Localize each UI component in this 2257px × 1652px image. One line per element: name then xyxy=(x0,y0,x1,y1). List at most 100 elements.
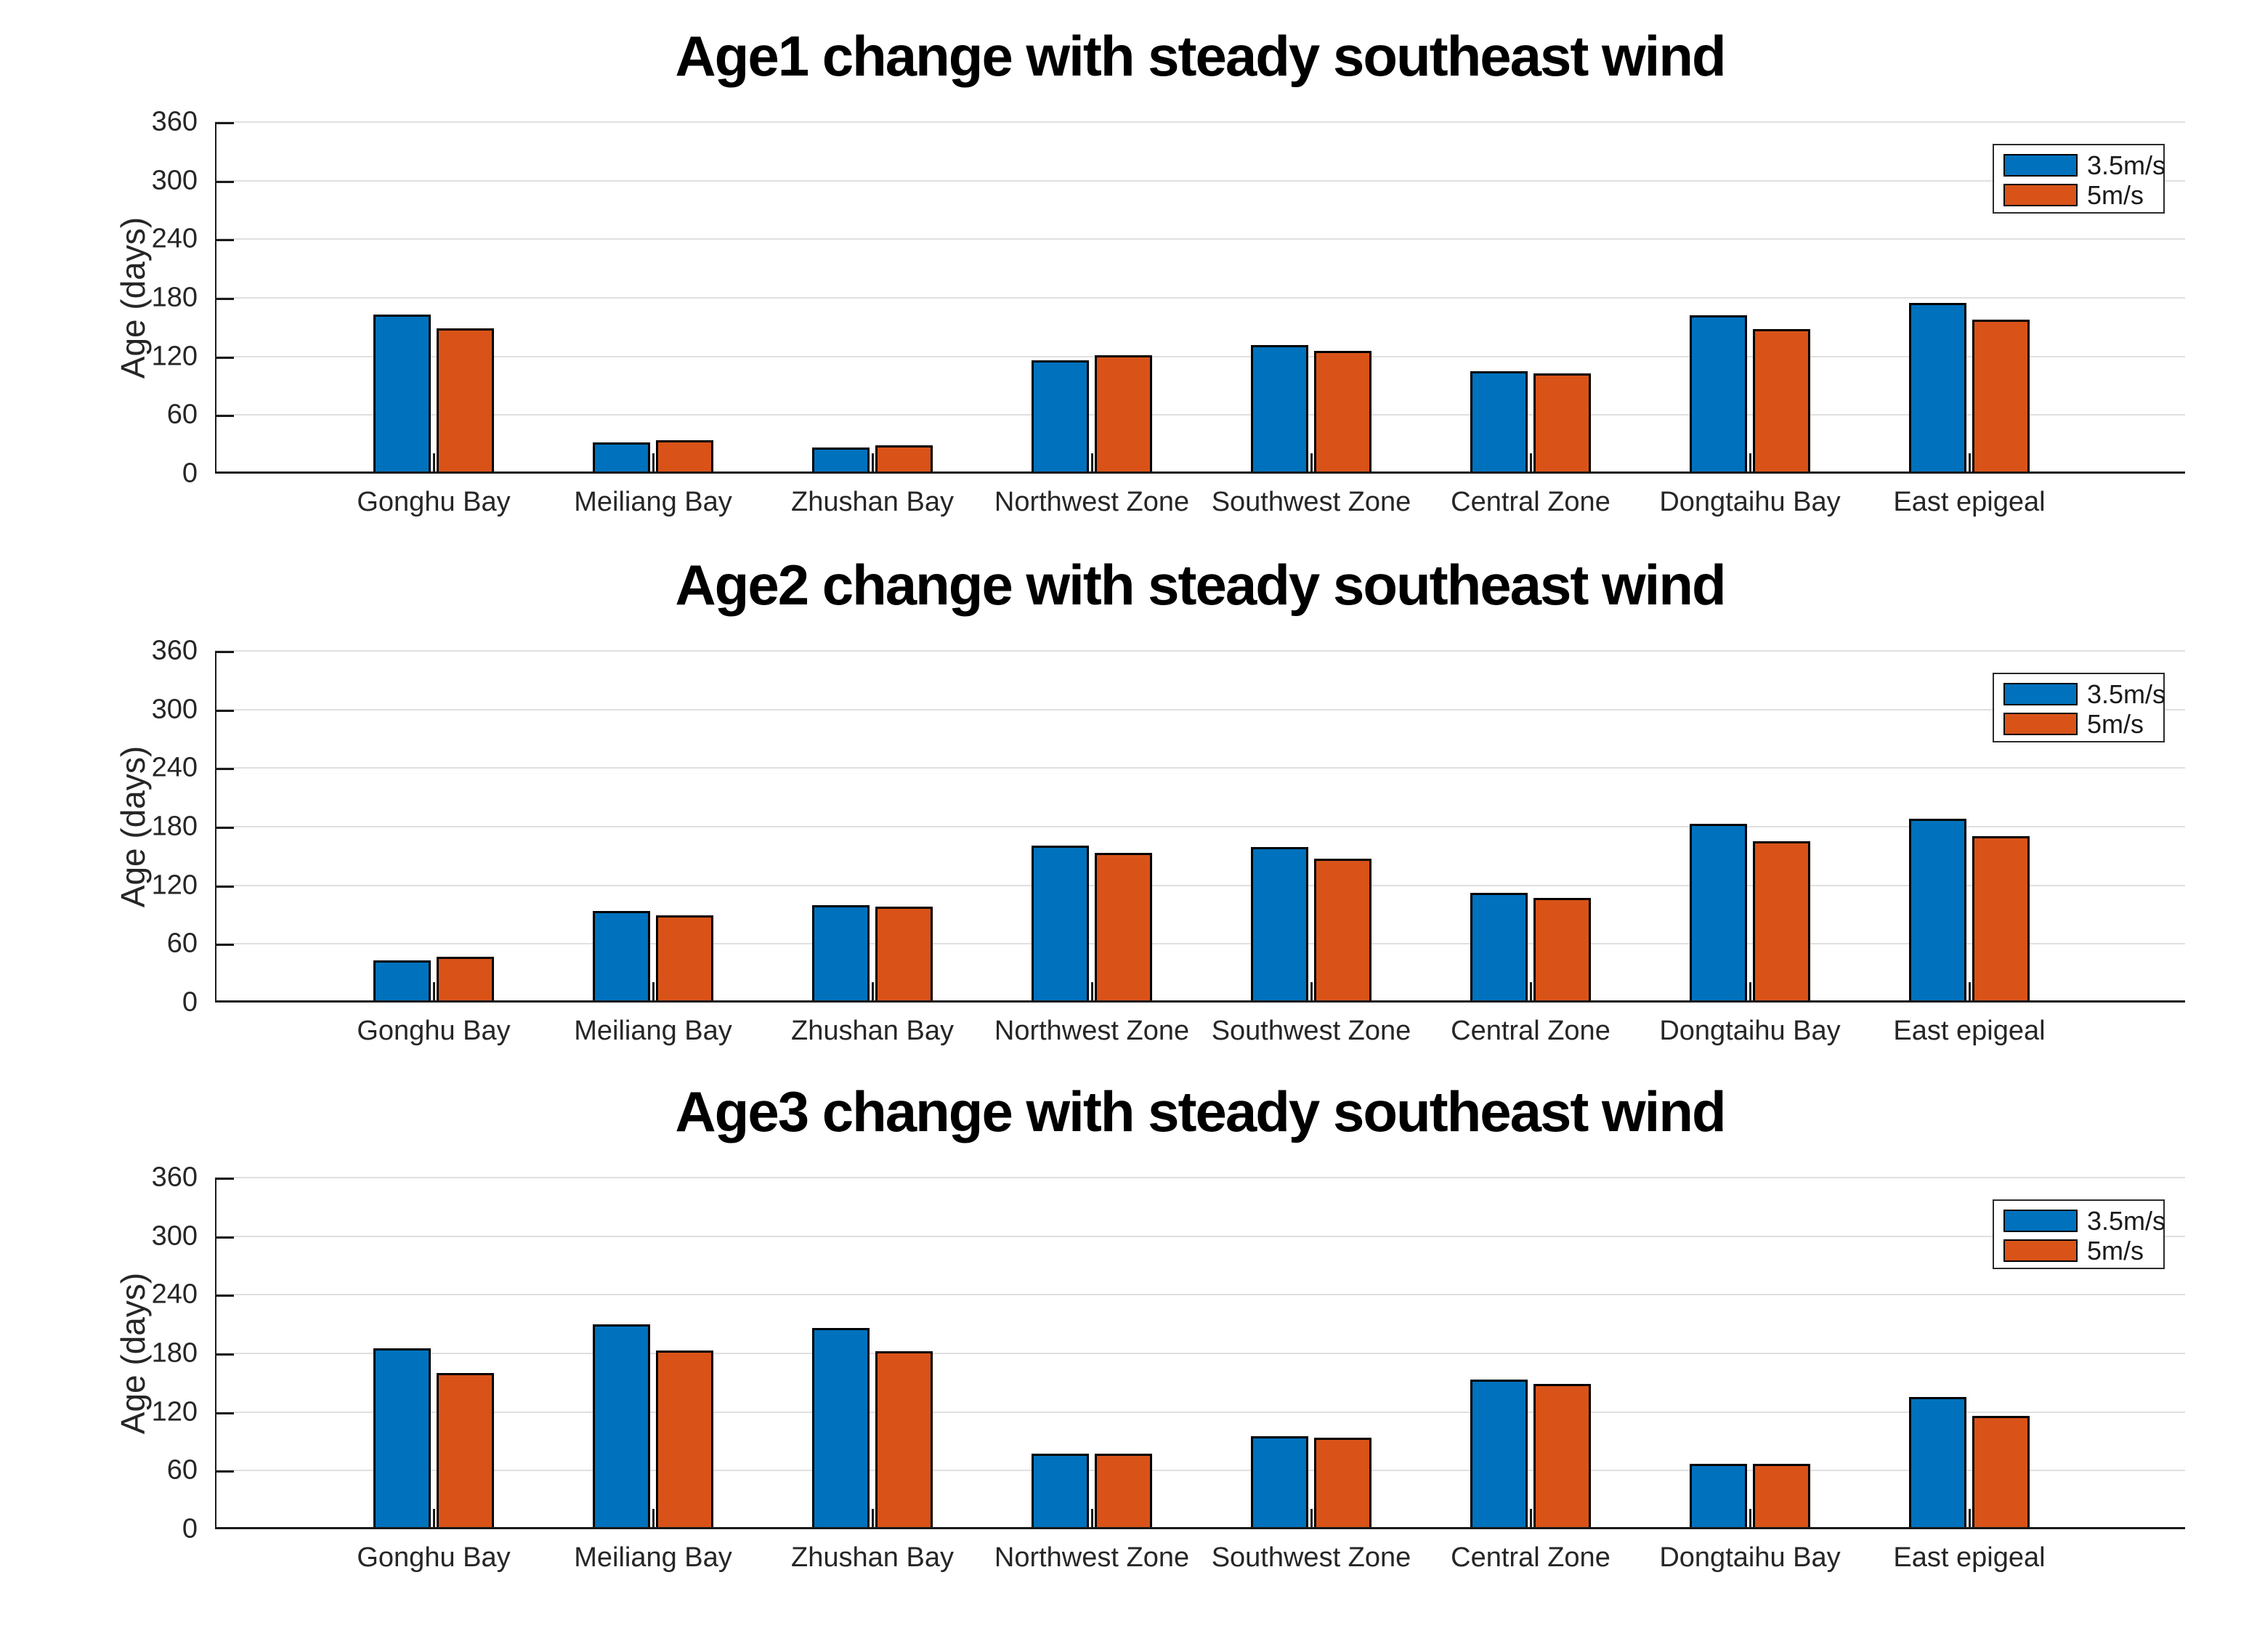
y-tick-label: 180 xyxy=(151,1337,198,1369)
gridline xyxy=(215,1294,2185,1296)
bar-5ms-dongtaihu-bay xyxy=(1753,841,1810,1003)
plot-area: 0 60 120 180 240 300 360 Gonghu Bay Meiliang Bay… xyxy=(152,636,2185,1046)
category-label: Zhushan Bay xyxy=(791,1542,954,1573)
legend-swatch-blue xyxy=(2003,683,2078,705)
bar-3.5ms-dongtaihu-bay xyxy=(1690,824,1747,1003)
x-axis-tick xyxy=(1749,1509,1751,1529)
x-axis-tick xyxy=(1969,453,1971,474)
category-label: Central Zone xyxy=(1451,487,1610,517)
y-tick-label: 0 xyxy=(182,987,198,1018)
gridline xyxy=(215,1353,2185,1354)
bar-5ms-central-zone xyxy=(1533,1384,1591,1529)
gridline xyxy=(215,826,2185,827)
bar-5ms-gonghu-bay xyxy=(437,328,494,474)
y-tick-label: 360 xyxy=(151,1162,198,1193)
y-axis-tick xyxy=(215,709,234,712)
x-axis-tick xyxy=(652,1509,655,1529)
legend-row: 3.5m/s xyxy=(2003,679,2166,709)
gridline xyxy=(215,1411,2185,1413)
category-label: Zhushan Bay xyxy=(791,487,954,517)
bar-5ms-central-zone xyxy=(1533,898,1591,1003)
y-tick-label: 120 xyxy=(151,1396,198,1428)
y-tick-label: 120 xyxy=(151,341,198,372)
x-axis-tick xyxy=(1310,982,1313,1003)
bar-3.5ms-northwest-zone xyxy=(1032,360,1089,474)
category-label: Southwest Zone xyxy=(1211,487,1411,517)
category-label: East epigeal xyxy=(1893,1016,2046,1046)
legend: 3.5m/s 5m/s xyxy=(1993,144,2165,214)
y-tick-label: 120 xyxy=(151,870,198,901)
bar-5ms-zhushan-bay xyxy=(875,1351,933,1529)
x-axis-tick xyxy=(433,1509,435,1529)
bar-5ms-east-epigeal xyxy=(1972,836,2030,1003)
y-axis-tick xyxy=(215,885,234,888)
x-axis-tick xyxy=(872,453,874,474)
x-axis-line xyxy=(215,1527,2185,1529)
category-label: Meiliang Bay xyxy=(574,1542,732,1573)
category-label: East epigeal xyxy=(1893,487,2046,517)
plot-area: 0 60 120 180 240 300 360 Gonghu Bay Meiliang Bay… xyxy=(152,1162,2185,1573)
x-axis-tick xyxy=(1091,1509,1093,1529)
y-tick-label: 300 xyxy=(151,694,198,725)
y-axis-tick xyxy=(215,1412,234,1414)
legend: 3.5m/s 5m/s xyxy=(1993,1199,2165,1269)
legend-swatch-blue xyxy=(2003,154,2078,177)
bar-3.5ms-gonghu-bay xyxy=(373,1348,431,1529)
y-axis-tick xyxy=(215,1470,234,1473)
bar-3.5ms-southwest-zone xyxy=(1251,345,1308,474)
x-axis-tick xyxy=(433,453,435,474)
y-axis-tick xyxy=(215,651,234,653)
category-label: Central Zone xyxy=(1451,1542,1610,1573)
y-axis-tick xyxy=(215,1295,234,1297)
bar-5ms-dongtaihu-bay xyxy=(1753,1464,1810,1529)
bar-3.5ms-meiliang-bay xyxy=(593,911,650,1003)
category-label: Zhushan Bay xyxy=(791,1016,954,1046)
x-axis-tick xyxy=(1091,982,1093,1003)
gridline xyxy=(215,297,2185,299)
gridline xyxy=(215,884,2185,886)
legend-label: 3.5m/s xyxy=(2087,1205,2166,1236)
category-label: Meiliang Bay xyxy=(574,1016,732,1046)
legend-label: 5m/s xyxy=(2087,179,2144,210)
gridline xyxy=(215,238,2185,240)
gridline xyxy=(215,121,2185,123)
bar-3.5ms-meiliang-bay xyxy=(593,1324,650,1529)
bar-3.5ms-meiliang-bay xyxy=(593,442,650,474)
bar-3.5ms-northwest-zone xyxy=(1032,846,1089,1003)
gridline xyxy=(215,1470,2185,1472)
bar-5ms-southwest-zone xyxy=(1314,859,1371,1003)
bar-3.5ms-southwest-zone xyxy=(1251,1436,1308,1529)
category-label: Northwest Zone xyxy=(994,1016,1190,1046)
y-axis-tick xyxy=(215,1236,234,1239)
bar-3.5ms-southwest-zone xyxy=(1251,847,1308,1003)
legend-row: 5m/s xyxy=(2003,709,2163,739)
legend-label: 3.5m/s xyxy=(2087,150,2166,180)
y-axis-line xyxy=(215,122,216,474)
x-axis-tick xyxy=(433,982,435,1003)
legend-label: 3.5m/s xyxy=(2087,679,2166,709)
y-axis-line xyxy=(215,1178,216,1529)
gridline xyxy=(215,943,2185,945)
y-axis-tick xyxy=(215,298,234,300)
category-label: Southwest Zone xyxy=(1211,1016,1411,1046)
plot-area: 0 60 120 180 240 300 360 Gonghu Bay Meiliang Bay… xyxy=(152,107,2185,517)
gridline xyxy=(215,767,2185,769)
bar-5ms-east-epigeal xyxy=(1972,320,2030,474)
legend-row: 5m/s xyxy=(2003,1236,2163,1266)
legend-label: 5m/s xyxy=(2087,1235,2144,1266)
x-axis-tick xyxy=(1749,453,1751,474)
category-label: Northwest Zone xyxy=(994,487,1190,517)
x-axis-line xyxy=(215,471,2185,474)
legend-row: 3.5m/s xyxy=(2003,150,2166,180)
gridline xyxy=(215,179,2185,182)
category-label: Dongtaihu Bay xyxy=(1659,1542,1841,1573)
bar-5ms-northwest-zone xyxy=(1095,853,1152,1003)
category-label: East epigeal xyxy=(1893,1542,2046,1573)
y-tick-label: 300 xyxy=(151,1220,198,1252)
y-tick-label: 240 xyxy=(151,1279,198,1310)
bar-3.5ms-gonghu-bay xyxy=(373,960,431,1003)
bar-5ms-gonghu-bay xyxy=(437,957,494,1003)
y-axis-tick xyxy=(215,415,234,418)
y-tick-label: 300 xyxy=(151,165,198,196)
